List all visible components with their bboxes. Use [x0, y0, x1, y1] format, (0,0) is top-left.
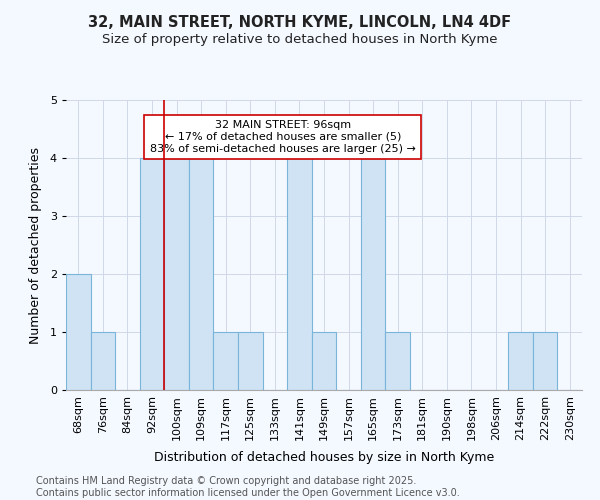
- Text: 32 MAIN STREET: 96sqm
← 17% of detached houses are smaller (5)
83% of semi-detac: 32 MAIN STREET: 96sqm ← 17% of detached …: [150, 120, 416, 154]
- Text: 32, MAIN STREET, NORTH KYME, LINCOLN, LN4 4DF: 32, MAIN STREET, NORTH KYME, LINCOLN, LN…: [88, 15, 512, 30]
- Bar: [189, 158, 214, 390]
- Bar: [164, 158, 189, 390]
- Bar: [361, 158, 385, 390]
- Bar: [66, 274, 91, 390]
- Text: Size of property relative to detached houses in North Kyme: Size of property relative to detached ho…: [102, 32, 498, 46]
- Bar: [312, 332, 336, 390]
- Bar: [508, 332, 533, 390]
- Bar: [287, 158, 312, 390]
- X-axis label: Distribution of detached houses by size in North Kyme: Distribution of detached houses by size …: [154, 451, 494, 464]
- Bar: [214, 332, 238, 390]
- Bar: [385, 332, 410, 390]
- Bar: [91, 332, 115, 390]
- Text: Contains HM Land Registry data © Crown copyright and database right 2025.
Contai: Contains HM Land Registry data © Crown c…: [36, 476, 460, 498]
- Bar: [238, 332, 263, 390]
- Bar: [533, 332, 557, 390]
- Bar: [140, 158, 164, 390]
- Y-axis label: Number of detached properties: Number of detached properties: [29, 146, 41, 344]
